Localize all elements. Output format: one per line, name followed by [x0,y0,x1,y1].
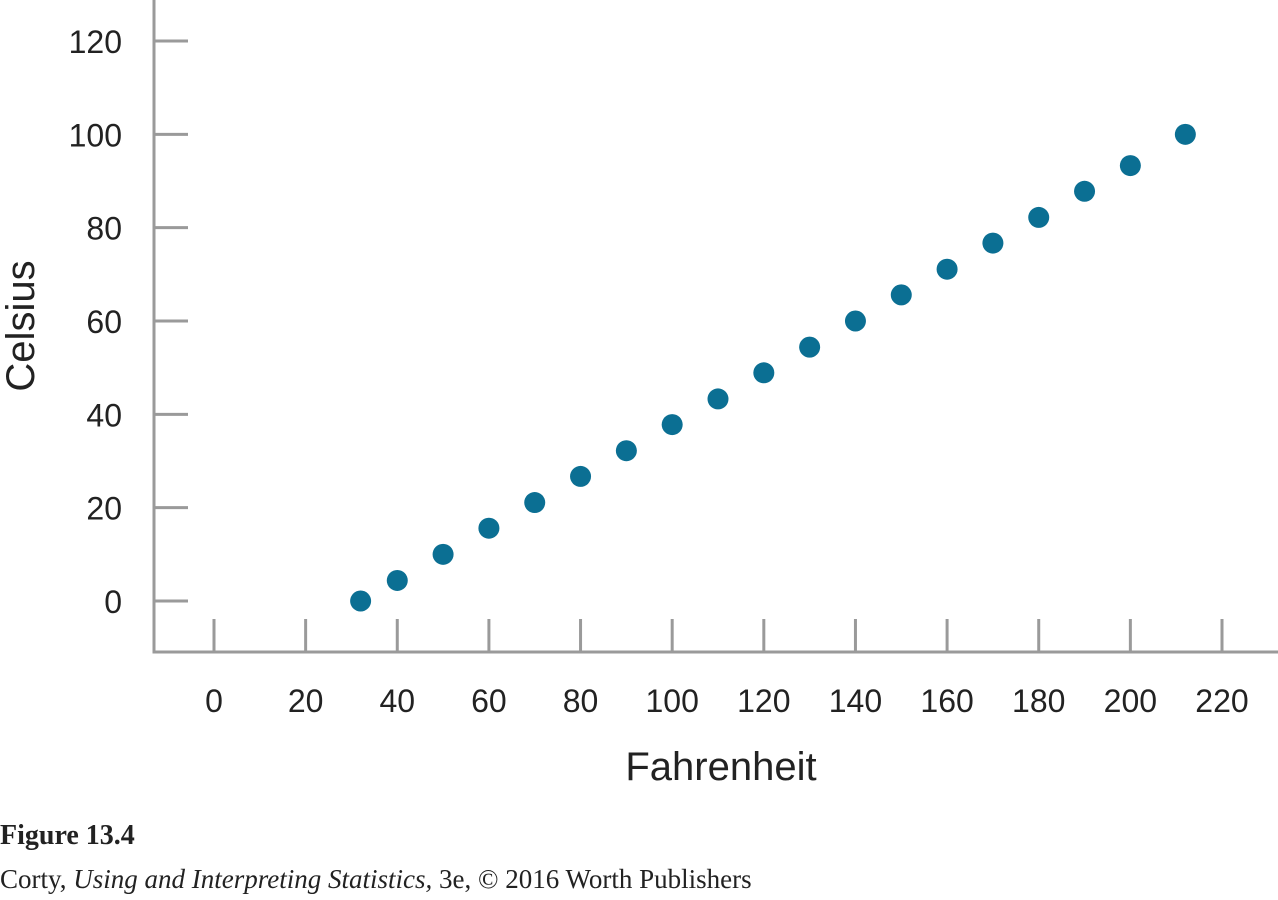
data-point [615,440,637,462]
y-tick-label: 80 [86,211,122,247]
data-point [524,492,546,514]
y-tick-label: 40 [86,397,122,433]
axes [152,0,1278,654]
credit-book-title: Using and Interpreting Statistics, [73,864,433,894]
x-tick-label: 160 [920,683,973,719]
x-axis-ticks: 0 20 40 60 80 100 120 140 160 180 200 220 [205,619,1249,719]
y-tick-label: 100 [69,117,122,153]
data-point [844,310,866,332]
data-point [707,388,729,410]
x-tick-label: 0 [205,683,223,719]
data-point [982,232,1004,254]
figure-credit: Corty, Using and Interpreting Statistics… [0,864,752,895]
x-axis-title: Fahrenheit [625,745,816,789]
y-tick-label: 120 [69,24,122,60]
x-tick-label: 140 [829,683,882,719]
data-point [1074,180,1096,202]
data-point [570,465,592,487]
scatter-chart: 0 20 40 60 80 100 120 140 160 180 200 220 0 20 40 60 80… [0,0,1278,789]
x-tick-label: 220 [1195,683,1248,719]
x-tick-label: 180 [1012,683,1065,719]
data-point [936,258,958,280]
y-tick-label: 20 [86,491,122,527]
data-point [1028,206,1050,228]
data-point [1119,155,1141,177]
x-tick-label: 60 [471,683,507,719]
credit-author: Corty, [0,864,74,894]
x-tick-label: 100 [645,683,698,719]
data-point [753,362,775,384]
data-point [799,336,821,358]
data-point [478,517,500,539]
credit-edition-publisher: 3e, © 2016 Worth Publishers [432,864,752,894]
data-point [1174,123,1196,145]
x-tick-label: 20 [288,683,324,719]
y-axis-ticks: 0 20 40 60 80 100 120 [69,24,188,620]
y-tick-label: 60 [86,304,122,340]
data-points [350,123,1196,612]
y-axis-title: Celsius [0,260,43,391]
x-tick-label: 80 [563,683,599,719]
x-tick-label: 120 [737,683,790,719]
data-point [350,590,372,612]
y-tick-label: 0 [104,584,122,620]
figure-label: Figure 13.4 [0,820,135,851]
data-point [890,284,912,306]
x-tick-label: 40 [379,683,415,719]
data-point [432,543,454,565]
data-point [661,414,683,436]
data-point [386,569,408,591]
x-tick-label: 200 [1104,683,1157,719]
